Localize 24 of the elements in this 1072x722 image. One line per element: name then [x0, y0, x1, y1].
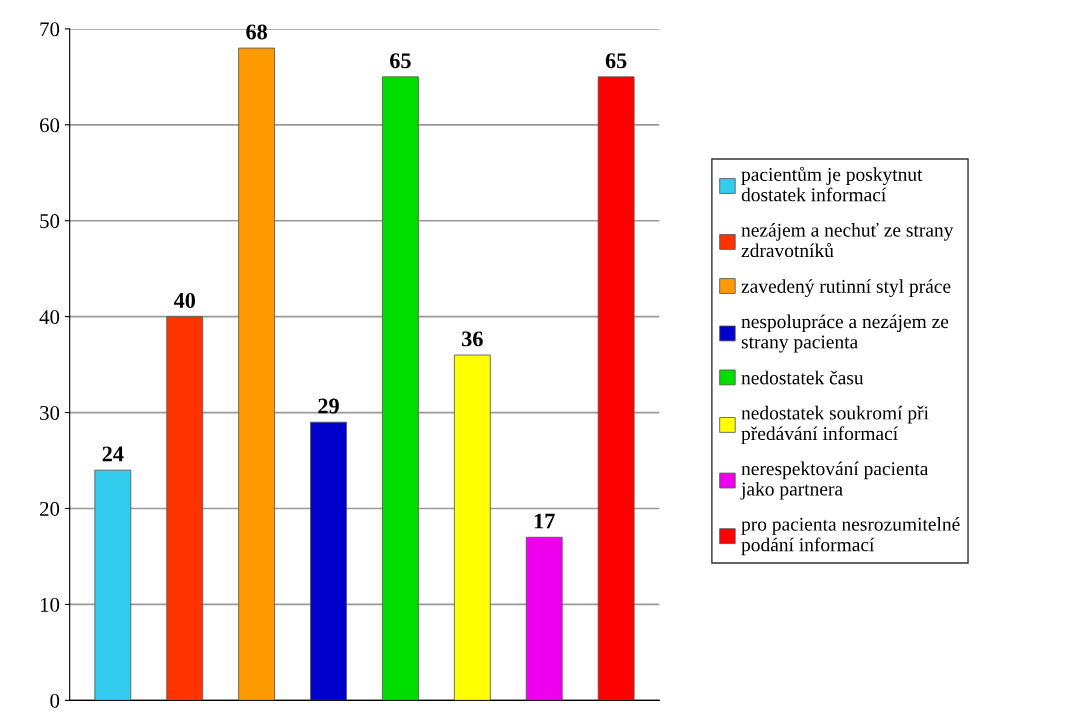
legend-label: nerespektování pacienta jako partnera: [740, 461, 929, 500]
legend-label: nedostatek času: [741, 370, 864, 385]
data-label: 68: [246, 24, 267, 40]
y-tick-label: 60: [40, 118, 60, 133]
data-label: 29: [318, 398, 339, 414]
data-label: 65: [605, 53, 627, 69]
y-tick-label: 0: [50, 693, 60, 708]
y-tick-label: 40: [39, 310, 60, 325]
legend-label: pacientům je poskytnut dostatek informací: [741, 166, 923, 202]
y-tick-label: 20: [40, 501, 60, 516]
legend-label: nespolupráce a nezájem ze strany pacienta: [741, 314, 949, 353]
data-label: 24: [102, 446, 124, 462]
y-tick-label: 30: [40, 405, 60, 420]
y-tick-label: 10: [40, 597, 60, 612]
y-tick-label: 50: [40, 214, 60, 229]
data-label: 40: [173, 292, 195, 308]
data-label: 17: [534, 513, 555, 529]
data-label: 65: [390, 53, 411, 69]
legend-label: nedostatek soukromí při předávání informací: [741, 405, 929, 445]
legend-label: pro pacienta nesrozumitelné podání informací: [741, 517, 960, 556]
data-label: 36: [462, 331, 483, 347]
legend-label: nezájem a nechuť ze strany zdravotníků: [741, 222, 954, 258]
y-tick-label: 70: [40, 22, 60, 37]
legend-label: zavedený rutinní styl práce: [741, 279, 951, 297]
